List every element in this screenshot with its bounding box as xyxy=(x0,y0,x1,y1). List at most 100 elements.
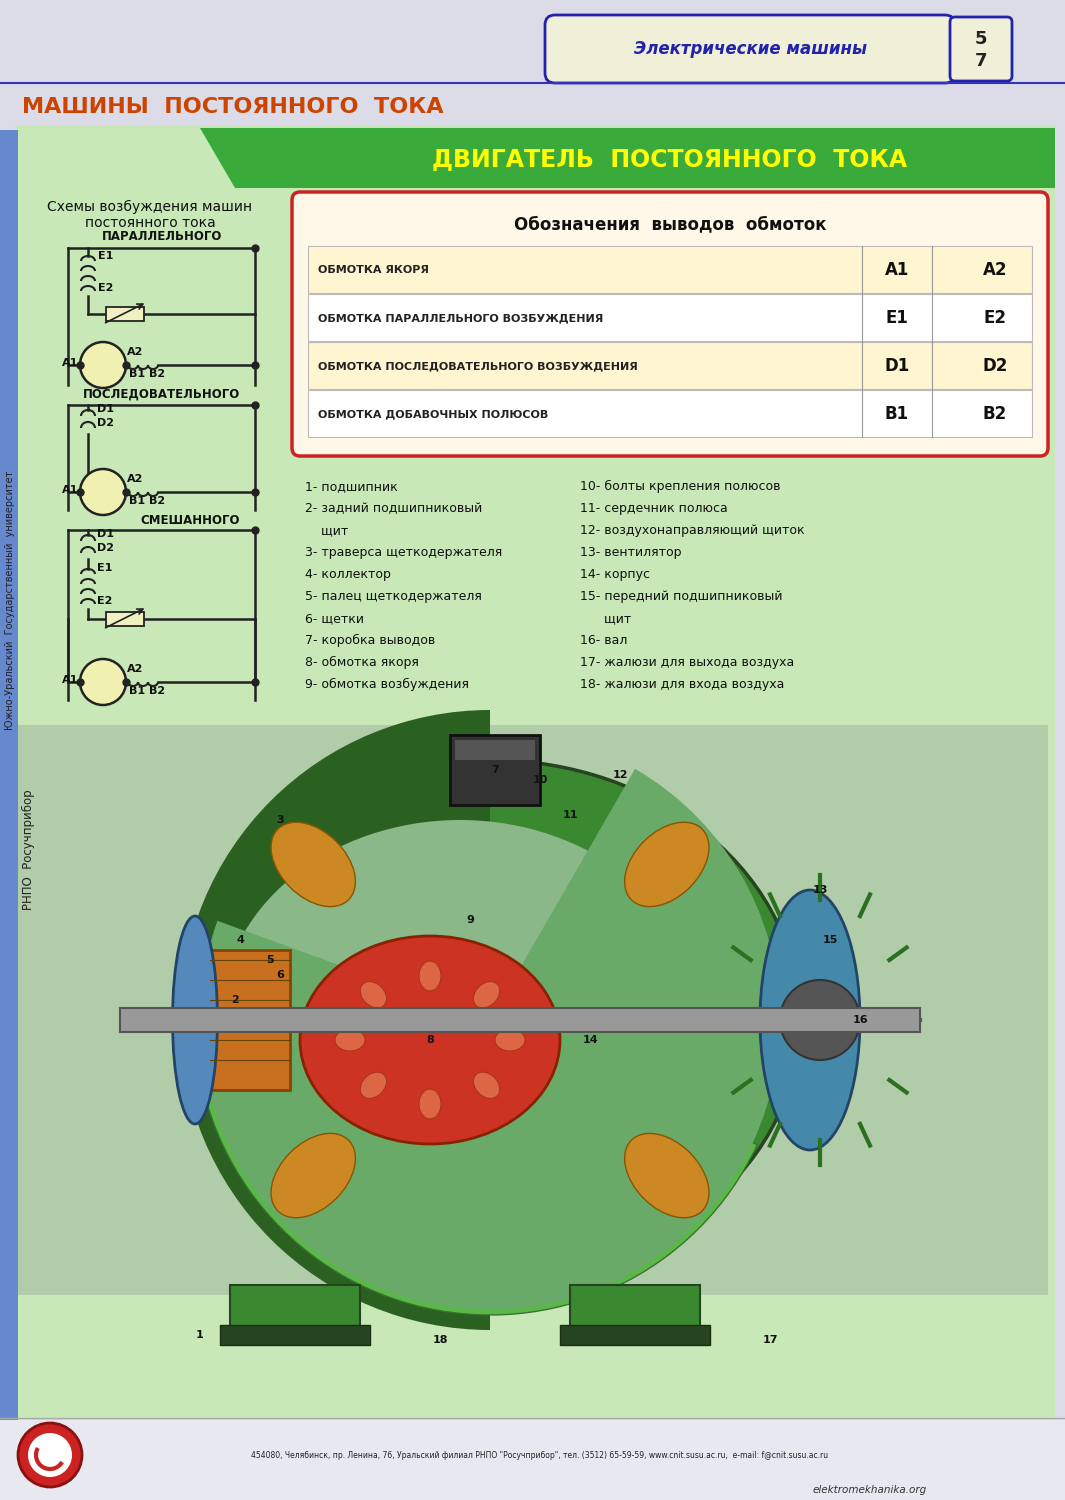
Text: 454080, Челябинск, пр. Ленина, 76, Уральский филиал РНПО "Росучприбор", тел. (35: 454080, Челябинск, пр. Ленина, 76, Ураль… xyxy=(251,1450,829,1460)
Text: D1: D1 xyxy=(884,357,910,375)
Text: 3: 3 xyxy=(276,815,283,825)
Circle shape xyxy=(80,658,126,705)
Ellipse shape xyxy=(180,760,800,1280)
Bar xyxy=(220,1324,370,1346)
Text: 5- палец щеткодержателя: 5- палец щеткодержателя xyxy=(305,590,481,603)
Ellipse shape xyxy=(474,1072,499,1098)
Bar xyxy=(560,1324,710,1346)
Text: 14: 14 xyxy=(583,1035,597,1046)
Text: A1: A1 xyxy=(62,484,79,495)
Text: D2: D2 xyxy=(97,543,114,554)
Text: E1: E1 xyxy=(886,309,908,327)
Text: D2: D2 xyxy=(97,419,114,428)
Ellipse shape xyxy=(474,981,499,1008)
Text: ОБМОТКА ДОБАВОЧНЫХ ПОЛЮСОВ: ОБМОТКА ДОБАВОЧНЫХ ПОЛЮСОВ xyxy=(318,410,548,419)
Text: 8- обмотка якоря: 8- обмотка якоря xyxy=(305,656,419,669)
Text: 15: 15 xyxy=(822,934,838,945)
Text: 4- коллектор: 4- коллектор xyxy=(305,568,391,580)
Polygon shape xyxy=(240,128,285,188)
Text: 16: 16 xyxy=(852,1016,868,1025)
Text: СМЕШАННОГО: СМЕШАННОГО xyxy=(141,513,240,526)
Text: A1: A1 xyxy=(885,261,910,279)
Bar xyxy=(570,1286,700,1330)
Ellipse shape xyxy=(173,916,217,1124)
Bar xyxy=(15,124,1055,1425)
Text: E1: E1 xyxy=(97,562,113,573)
Text: 17: 17 xyxy=(763,1335,777,1346)
Text: щит: щит xyxy=(580,612,632,626)
Text: ОБМОТКА ЯКОРЯ: ОБМОТКА ЯКОРЯ xyxy=(318,266,429,274)
Text: ОБМОТКА ПАРАЛЛЕЛЬНОГО ВОЗБУЖДЕНИЯ: ОБМОТКА ПАРАЛЛЕЛЬНОГО ВОЗБУЖДЕНИЯ xyxy=(318,314,603,322)
Text: E1: E1 xyxy=(98,251,113,261)
Polygon shape xyxy=(200,128,285,188)
Text: Южно-Уральский  Государственный  университет: Южно-Уральский Государственный университ… xyxy=(5,471,15,730)
Bar xyxy=(450,735,540,806)
Text: elektromekhanika.org: elektromekhanika.org xyxy=(813,1485,928,1496)
Text: B1: B1 xyxy=(129,686,145,696)
Text: A1: A1 xyxy=(62,675,79,686)
Text: 3- траверса щеткодержателя: 3- траверса щеткодержателя xyxy=(305,546,503,560)
Text: A2: A2 xyxy=(983,261,1007,279)
Text: B1: B1 xyxy=(129,496,145,506)
Bar xyxy=(455,740,535,760)
Bar xyxy=(230,1286,360,1330)
Text: B2: B2 xyxy=(983,405,1007,423)
Text: B2: B2 xyxy=(149,369,165,380)
Bar xyxy=(308,342,1032,388)
Text: D2: D2 xyxy=(982,357,1007,375)
Text: B1: B1 xyxy=(129,369,145,380)
Text: 11- сердечник полюса: 11- сердечник полюса xyxy=(580,503,727,515)
Text: 16- вал: 16- вал xyxy=(580,634,627,646)
Bar xyxy=(120,1008,920,1032)
Bar xyxy=(285,128,1055,188)
FancyBboxPatch shape xyxy=(292,192,1048,456)
Circle shape xyxy=(80,342,126,388)
Text: 9: 9 xyxy=(466,915,474,926)
Text: E2: E2 xyxy=(983,309,1006,327)
Circle shape xyxy=(780,980,861,1060)
Bar xyxy=(308,246,1032,292)
Bar xyxy=(18,724,1048,1294)
Text: 15- передний подшипниковый: 15- передний подшипниковый xyxy=(580,590,783,603)
Text: ПОСЛЕДОВАТЕЛЬНОГО: ПОСЛЕДОВАТЕЛЬНОГО xyxy=(83,387,241,400)
Ellipse shape xyxy=(360,981,387,1008)
Text: 1- подшипник: 1- подшипник xyxy=(305,480,397,494)
Text: ОБМОТКА ПОСЛЕДОВАТЕЛЬНОГО ВОЗБУЖДЕНИЯ: ОБМОТКА ПОСЛЕДОВАТЕЛЬНОГО ВОЗБУЖДЕНИЯ xyxy=(318,362,638,370)
Ellipse shape xyxy=(760,890,861,1150)
Wedge shape xyxy=(180,710,490,1330)
Ellipse shape xyxy=(220,821,700,1220)
Ellipse shape xyxy=(419,1089,441,1119)
Circle shape xyxy=(18,1424,82,1486)
Bar xyxy=(0,1420,1065,1500)
FancyBboxPatch shape xyxy=(950,16,1012,81)
Text: Обозначения  выводов  обмоток: Обозначения выводов обмоток xyxy=(513,214,826,232)
Text: 17- жалюзи для выхода воздуха: 17- жалюзи для выхода воздуха xyxy=(580,656,794,669)
Text: A2: A2 xyxy=(127,346,144,357)
FancyBboxPatch shape xyxy=(545,15,955,82)
Text: 13- вентилятор: 13- вентилятор xyxy=(580,546,682,560)
Text: МАШИНЫ  ПОСТОЯННОГО  ТОКА: МАШИНЫ ПОСТОЯННОГО ТОКА xyxy=(22,98,444,117)
Text: 10: 10 xyxy=(532,776,547,784)
Text: Схемы возбуждения машин
постоянного тока: Схемы возбуждения машин постоянного тока xyxy=(48,200,252,231)
Ellipse shape xyxy=(624,822,709,906)
Ellipse shape xyxy=(272,1134,356,1218)
Wedge shape xyxy=(200,770,780,1310)
Text: 11: 11 xyxy=(562,810,577,820)
Text: 18- жалюзи для входа воздуха: 18- жалюзи для входа воздуха xyxy=(580,678,785,692)
Text: A2: A2 xyxy=(127,664,144,674)
Text: ДВИГАТЕЛЬ  ПОСТОЯННОГО  ТОКА: ДВИГАТЕЛЬ ПОСТОЯННОГО ТОКА xyxy=(432,147,907,171)
Text: 5: 5 xyxy=(266,956,274,964)
Ellipse shape xyxy=(624,1134,709,1218)
Text: 5: 5 xyxy=(974,30,987,48)
Text: 7: 7 xyxy=(491,765,498,776)
Text: E2: E2 xyxy=(98,284,113,292)
Text: B2: B2 xyxy=(149,686,165,696)
Text: 9- обмотка возбуждения: 9- обмотка возбуждения xyxy=(305,678,469,692)
Text: A1: A1 xyxy=(62,358,79,368)
Text: Электрические машины: Электрические машины xyxy=(634,40,867,58)
Text: 1: 1 xyxy=(196,1330,203,1340)
Bar xyxy=(106,612,144,626)
Text: 7: 7 xyxy=(974,53,987,70)
Ellipse shape xyxy=(300,936,560,1144)
Text: D1: D1 xyxy=(97,404,114,414)
